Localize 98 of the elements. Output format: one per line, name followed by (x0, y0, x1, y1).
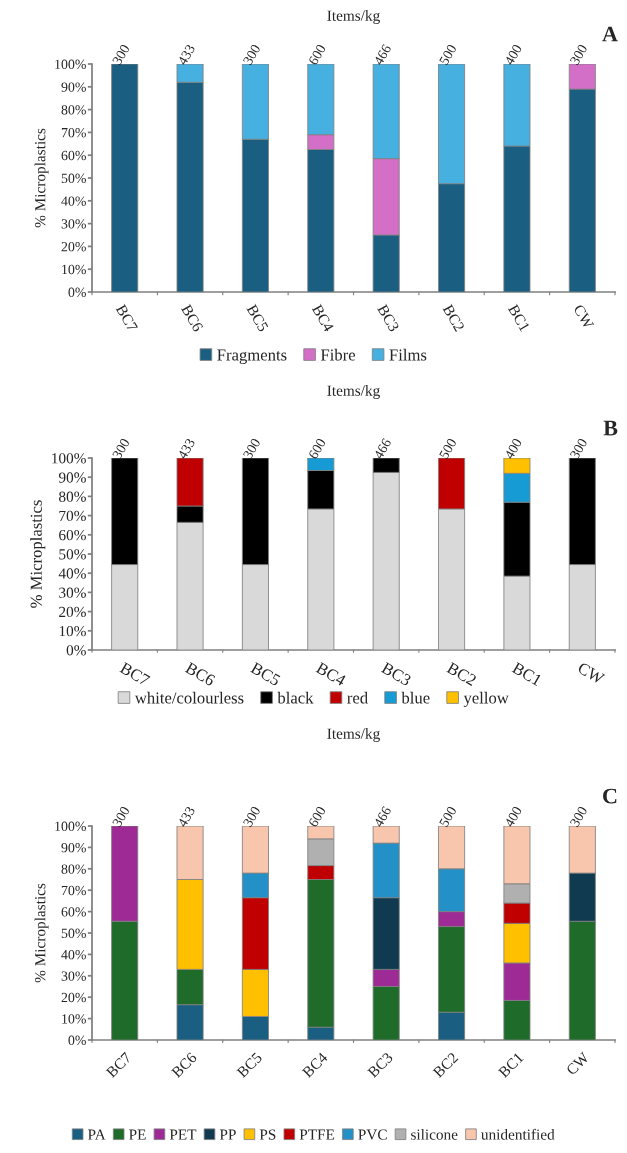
annotation: 400 (504, 805, 523, 828)
y-tick-label: 30% (61, 219, 86, 229)
y-tick-label: 60% (61, 150, 86, 161)
y-tick-label: 50% (59, 549, 86, 560)
annotation: 300 (569, 43, 588, 66)
annotation: 400 (504, 437, 523, 460)
annotation: 433 (177, 437, 196, 460)
legend-label: PE (129, 1129, 146, 1140)
annotation: 300 (242, 43, 261, 66)
legend-label: PS (259, 1129, 276, 1140)
legend-label: unidentified (481, 1128, 555, 1140)
x-tick-label: BC2 (432, 1052, 459, 1079)
legend-label: PA (88, 1129, 106, 1140)
annotation: 300 (112, 43, 130, 66)
y-axis-title: % Microplastics (34, 883, 49, 983)
x-tick-label: BC3 (367, 1051, 394, 1079)
annotation: 600 (308, 437, 327, 460)
legend-label: PP (219, 1129, 236, 1140)
x-tick-label: BC1 (511, 661, 543, 687)
x-tick-label: BC4 (315, 661, 347, 687)
x2-axis-title: Items/kg (327, 728, 380, 742)
y-axis-title: % Microplastics (34, 128, 49, 228)
y-tick-label: 20% (59, 606, 86, 618)
x-tick-label: CW (573, 303, 595, 330)
text: B (603, 420, 618, 436)
annotation: 466 (373, 43, 392, 66)
annotation: 600 (308, 43, 327, 66)
y-tick-label: 50% (61, 928, 86, 938)
y-tick-label: 50% (61, 173, 86, 183)
x-tick-label: BC7 (115, 303, 139, 333)
legend-label: silicone (411, 1128, 458, 1140)
x2-axis-title: Items/kg (327, 10, 380, 24)
y-tick-label: 60% (61, 907, 86, 917)
x-tick-label: BC3 (380, 661, 412, 687)
annotation: 400 (504, 43, 523, 66)
y-tick-label: 70% (59, 510, 86, 522)
legend-label: black (277, 691, 314, 704)
x-tick-label: CW (577, 661, 606, 685)
y-tick-label: 90% (58, 472, 86, 483)
annotation: 300 (569, 437, 588, 460)
annotation: 433 (177, 805, 196, 828)
y-tick-label: 20% (61, 992, 86, 1003)
y-tick-label: 0% (68, 287, 86, 297)
legend-label: PTFE (299, 1129, 335, 1140)
y-tick-label: 70% (61, 127, 86, 138)
annotation: 300 (112, 437, 130, 460)
y-tick-label: 10% (62, 1014, 86, 1024)
y-tick-label: 100% (55, 821, 86, 831)
y-tick-label: 0% (68, 1035, 86, 1045)
annotation: 433 (177, 43, 196, 66)
annotation: 300 (569, 805, 588, 828)
text: C (603, 788, 617, 804)
y-tick-label: 30% (61, 971, 86, 981)
y-tick-label: 10% (59, 625, 86, 637)
y-tick-label: 100% (55, 59, 86, 69)
y-tick-label: 80% (61, 864, 86, 874)
x-tick-label: BC7 (119, 661, 151, 687)
x-tick-label: BC2 (446, 661, 477, 687)
y-tick-label: 100% (52, 453, 86, 464)
annotation: 500 (438, 805, 457, 828)
annotation: 500 (438, 43, 457, 66)
y-tick-label: 90% (61, 842, 86, 853)
x-tick-label: CW (565, 1051, 590, 1076)
annotation: 500 (438, 437, 457, 460)
legend-label: Films (389, 348, 427, 361)
x-tick-label: BC4 (301, 1051, 329, 1079)
x2-axis-title: Items/kg (327, 385, 380, 399)
legend-label: Fibre (320, 348, 356, 361)
legend-label: blue (401, 691, 430, 704)
annotation: 600 (308, 805, 327, 828)
y-tick-label: 80% (59, 491, 86, 502)
legend-label: yellow (463, 691, 509, 707)
y-tick-label: 70% (61, 885, 86, 896)
y-tick-label: 20% (61, 241, 86, 252)
x-tick-label: BC5 (249, 661, 282, 687)
y-tick-label: 60% (59, 529, 86, 541)
legend-label: Fragments (217, 349, 287, 364)
legend-label: PET (169, 1129, 197, 1140)
annotation: 300 (242, 805, 261, 828)
legend-label: white/colourless (134, 691, 244, 704)
y-tick-label: 90% (61, 82, 86, 92)
y-axis-title: % Microplastics (30, 500, 46, 608)
annotation: 300 (112, 805, 130, 828)
legend-label: PVC (358, 1129, 387, 1140)
text: A (602, 26, 618, 42)
y-tick-label: 80% (61, 105, 86, 115)
x-tick-label: BC6 (184, 661, 216, 687)
y-tick-label: 40% (61, 949, 86, 960)
y-tick-label: 0% (66, 645, 86, 656)
y-tick-label: 30% (59, 587, 86, 598)
annotation: 466 (373, 437, 392, 460)
annotation: 466 (373, 805, 392, 828)
y-tick-label: 40% (61, 196, 86, 206)
x-tick-label: BC1 (497, 1052, 524, 1079)
y-tick-label: 10% (62, 264, 86, 275)
y-tick-label: 40% (58, 568, 86, 579)
legend-label: red (347, 691, 368, 704)
annotation: 300 (242, 437, 261, 460)
